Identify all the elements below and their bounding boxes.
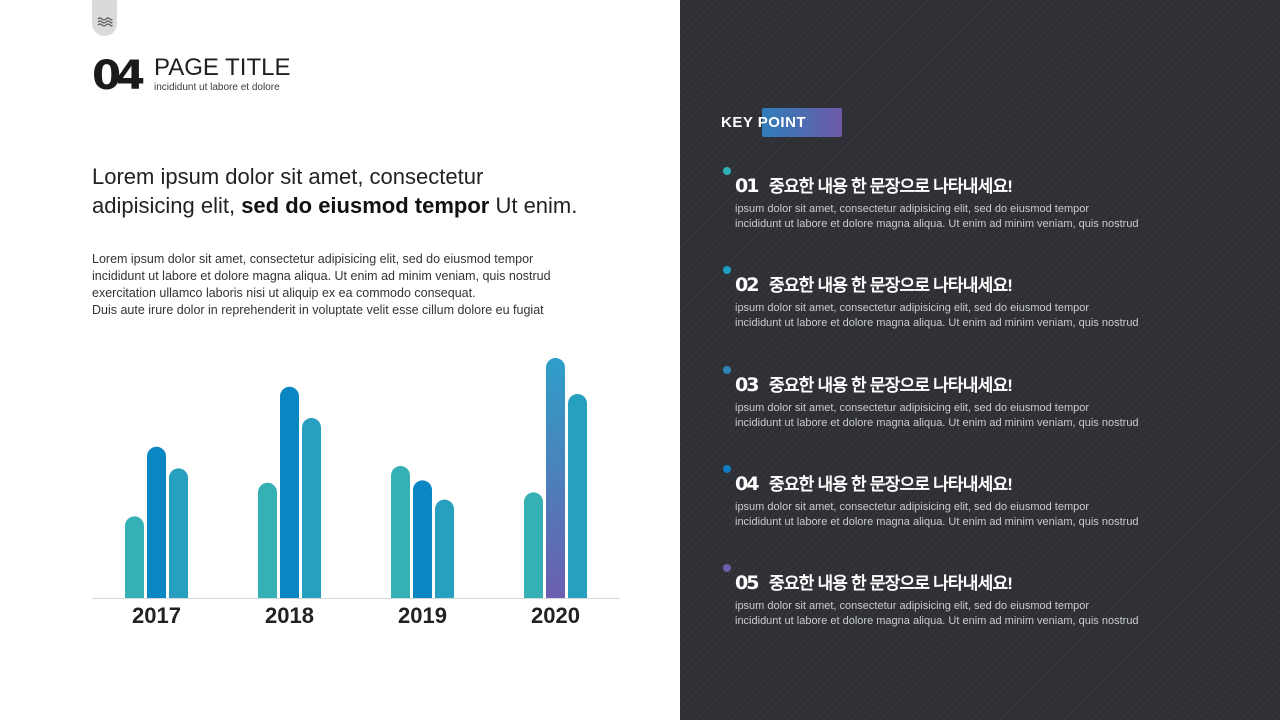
key-point-number: 05 <box>735 572 759 594</box>
key-point-description: ipsum dolor sit amet, consectetur adipis… <box>735 202 1139 232</box>
key-point-number: 01 <box>735 175 759 197</box>
bar-2018-s2 <box>280 386 299 598</box>
x-tick-label-2017: 2017 <box>132 603 181 628</box>
lead-emphasis: sed do eiusmod tempor <box>241 193 490 218</box>
key-point-number: 04 <box>735 473 759 495</box>
key-point-description: ipsum dolor sit amet, consectetur adipis… <box>735 401 1139 431</box>
key-point-panel: KEY POINT 01 중요한 내용 한 문장으로 나타내세요! ipsum … <box>680 0 1280 720</box>
description-line: ipsum dolor sit amet, consectetur adipis… <box>735 203 1090 215</box>
lead-line-1: Lorem ipsum dolor sit amet, consectetur <box>92 164 484 189</box>
key-point-heading: 01 중요한 내용 한 문장으로 나타내세요! <box>735 172 1013 197</box>
bar-2020-s3 <box>568 394 587 598</box>
lead-paragraph: Lorem ipsum dolor sit amet, consectetur … <box>92 162 632 220</box>
bullet-dot <box>723 564 731 572</box>
bar-chart-svg: 2017 2018 2019 2020 <box>92 358 620 628</box>
key-point-highlight <box>762 108 842 137</box>
x-tick-label-2019: 2019 <box>398 603 447 628</box>
page-title: PAGE TITLE <box>154 54 291 81</box>
key-point-title: 중요한 내용 한 문장으로 나타내세요! <box>769 475 1013 494</box>
description-line: ipsum dolor sit amet, consectetur adipis… <box>735 600 1090 612</box>
key-point-title: 중요한 내용 한 문장으로 나타내세요! <box>769 177 1013 196</box>
key-point-heading: 03 중요한 내용 한 문장으로 나타내세요! <box>735 371 1013 396</box>
x-tick-label-2018: 2018 <box>265 603 314 628</box>
body-line: Duis aute irure dolor in reprehenderit i… <box>92 303 544 317</box>
bar-2019-s2 <box>413 480 432 598</box>
bar-2019-s3 <box>435 499 454 598</box>
bar-2017-s1 <box>125 516 144 598</box>
key-point-description: ipsum dolor sit amet, consectetur adipis… <box>735 301 1139 331</box>
key-point-description: ipsum dolor sit amet, consectetur adipis… <box>735 500 1139 530</box>
bar-2019-s1 <box>391 466 410 598</box>
bar-chart: 2017 2018 2019 2020 <box>92 340 620 640</box>
description-line: ipsum dolor sit amet, consectetur adipis… <box>735 402 1090 414</box>
key-point-title: 중요한 내용 한 문장으로 나타내세요! <box>769 276 1013 295</box>
lead-line-2-end: Ut enim. <box>489 193 578 218</box>
bar-2020-s1 <box>524 492 543 598</box>
bullet-dot <box>723 266 731 274</box>
key-point-number: 02 <box>735 274 759 296</box>
key-point-title: 중요한 내용 한 문장으로 나타내세요! <box>769 574 1013 593</box>
lead-line-2-start: adipisicing elit, <box>92 193 242 218</box>
description-line: incididunt ut labore et dolore magna ali… <box>735 417 1139 429</box>
description-line: ipsum dolor sit amet, consectetur adipis… <box>735 501 1090 513</box>
x-tick-label-2020: 2020 <box>531 603 580 628</box>
bullet-dot <box>723 465 731 473</box>
key-point-heading: 02 중요한 내용 한 문장으로 나타내세요! <box>735 271 1013 296</box>
bar-2018-s1 <box>258 482 277 598</box>
bar-2020-s2 <box>546 358 565 598</box>
description-line: incididunt ut labore et dolore magna ali… <box>735 317 1139 329</box>
body-paragraph: Lorem ipsum dolor sit amet, consectetur … <box>92 251 632 319</box>
key-point-title: 중요한 내용 한 문장으로 나타내세요! <box>769 376 1013 395</box>
description-line: ipsum dolor sit amet, consectetur adipis… <box>735 302 1090 314</box>
key-point-description: ipsum dolor sit amet, consectetur adipis… <box>735 599 1139 629</box>
bar-2018-s3 <box>302 418 321 598</box>
page-tab-marker <box>92 0 117 36</box>
key-point-heading: 04 중요한 내용 한 문장으로 나타내세요! <box>735 470 1013 495</box>
bullet-dot <box>723 366 731 374</box>
body-line: Lorem ipsum dolor sit amet, consectetur … <box>92 252 534 266</box>
body-line: exercitation ullamco laboris nisi ut ali… <box>92 286 476 300</box>
bullet-dot <box>723 167 731 175</box>
description-line: incididunt ut labore et dolore magna ali… <box>735 615 1139 627</box>
description-line: incididunt ut labore et dolore magna ali… <box>735 218 1139 230</box>
page-number: 04 <box>92 53 145 99</box>
page-subtitle: incididunt ut labore et dolore <box>154 82 280 93</box>
key-point-number: 03 <box>735 374 759 396</box>
bar-2017-s2 <box>147 446 166 598</box>
wave-icon <box>97 17 113 27</box>
lead-line-2: adipisicing elit, sed do eiusmod tempor … <box>92 191 632 220</box>
bar-2017-s3 <box>169 468 188 598</box>
key-point-heading: 05 중요한 내용 한 문장으로 나타내세요! <box>735 569 1013 594</box>
key-point-label: KEY POINT <box>721 114 807 131</box>
body-line: incididunt ut labore et dolore magna ali… <box>92 269 551 283</box>
description-line: incididunt ut labore et dolore magna ali… <box>735 516 1139 528</box>
